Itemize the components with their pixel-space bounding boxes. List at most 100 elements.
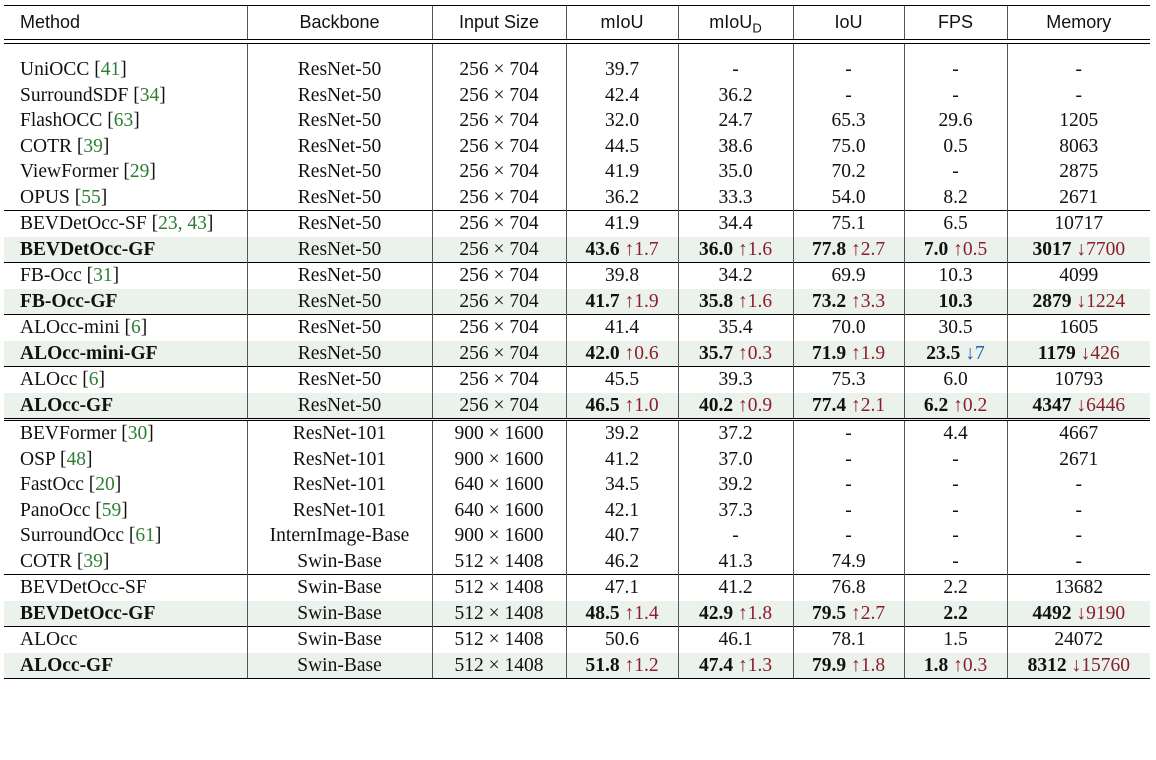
citation-link[interactable]: 29 <box>130 161 150 182</box>
delta-fps: ↑0.5 <box>953 239 987 260</box>
cell-miou: 39.7 <box>566 44 678 83</box>
cell-memory: 4492 ↓9190 <box>1007 601 1150 627</box>
value-memory: 1205 <box>1059 110 1098 131</box>
table-row: BEVDetOcc-SF Swin-Base 512 × 1408 47.1 41.2 7… <box>4 575 1150 601</box>
citation-link[interactable]: 6 <box>131 317 141 338</box>
value-iou: 74.9 <box>831 551 865 572</box>
citation-link[interactable]: 61 <box>135 525 155 546</box>
cell-miou: 42.0 ↑0.6 <box>566 341 678 367</box>
cell-fps: 8.2 <box>904 185 1007 211</box>
value-input: 900 × 1600 <box>455 449 544 470</box>
table-row: PanoOcc [59] ResNet-101 640 × 1600 42.1 37.3… <box>4 498 1150 524</box>
citation: [31] <box>82 265 119 286</box>
value-miou-d: 39.2 <box>718 474 752 495</box>
cell-iou: 73.2 ↑3.3 <box>793 289 904 315</box>
value-miou: 42.4 <box>605 85 639 106</box>
cell-miou-d: 34.2 <box>678 263 793 289</box>
value-miou-d: 37.0 <box>718 449 752 470</box>
value-miou: 40.7 <box>605 525 639 546</box>
cell-fps: 6.2 ↑0.2 <box>904 393 1007 420</box>
value-fps: 8.2 <box>943 187 967 208</box>
cell-method: OPUS [55] <box>4 185 247 211</box>
cell-input: 512 × 1408 <box>432 549 566 575</box>
cell-miou: 50.6 <box>566 627 678 653</box>
cell-memory: 8312 ↓15760 <box>1007 653 1150 679</box>
citation-link[interactable]: 63 <box>114 110 134 131</box>
value-fps: - <box>952 59 959 80</box>
method-name: BEVFormer <box>20 423 116 444</box>
table-row: FlashOCC [63] ResNet-50 256 × 704 32.0 24.7 6… <box>4 108 1150 134</box>
cell-iou: 75.3 <box>793 367 904 393</box>
cell-memory: 1205 <box>1007 108 1150 134</box>
cell-iou: 54.0 <box>793 185 904 211</box>
value-iou: 76.8 <box>831 577 865 598</box>
cell-iou: 75.0 <box>793 134 904 160</box>
citation-link[interactable]: 48 <box>66 449 86 470</box>
cell-miou: 44.5 <box>566 134 678 160</box>
value-input: 900 × 1600 <box>455 525 544 546</box>
cell-fps: - <box>904 83 1007 109</box>
cell-miou: 41.9 <box>566 159 678 185</box>
value-memory: 13682 <box>1054 577 1103 598</box>
delta-miou-d: ↑1.3 <box>738 655 772 676</box>
citation-link[interactable]: 59 <box>102 500 122 521</box>
value-backbone: ResNet-101 <box>293 500 386 521</box>
delta-memory: ↓426 <box>1081 343 1120 364</box>
citation-link[interactable]: 41 <box>101 59 121 80</box>
method-name: SurroundSDF <box>20 85 128 106</box>
value-iou: - <box>845 449 852 470</box>
citation-link[interactable]: 20 <box>95 474 115 495</box>
value-miou-d: 37.2 <box>718 423 752 444</box>
citation-link[interactable]: 23, 43 <box>158 213 207 234</box>
header-miou-d-text: mIoU <box>709 12 752 32</box>
citation-link[interactable]: 39 <box>83 136 103 157</box>
cell-memory: - <box>1007 523 1150 549</box>
cell-fps: - <box>904 159 1007 185</box>
citation: [29] <box>118 161 155 182</box>
method-name: ALOcc-GF <box>20 395 113 416</box>
value-input: 512 × 1408 <box>455 577 544 598</box>
cell-input: 640 × 1600 <box>432 498 566 524</box>
citation-link[interactable]: 31 <box>93 265 113 286</box>
cell-memory: - <box>1007 472 1150 498</box>
cell-iou: 75.1 <box>793 211 904 237</box>
cell-input: 512 × 1408 <box>432 627 566 653</box>
method-name: BEVDetOcc-GF <box>20 239 155 260</box>
value-memory: 24072 <box>1054 629 1103 650</box>
cell-miou-d: - <box>678 44 793 83</box>
value-miou-d: 36.2 <box>718 85 752 106</box>
table-row: BEVFormer [30] ResNet-101 900 × 1600 39.2 37… <box>4 420 1150 447</box>
header-miou-d-subscript: D <box>752 20 761 35</box>
header-iou: IoU <box>793 6 904 40</box>
citation-link[interactable]: 39 <box>83 551 103 572</box>
value-input: 512 × 1408 <box>455 629 544 650</box>
citation: [55] <box>70 187 107 208</box>
citation-link[interactable]: 6 <box>89 369 99 390</box>
citation: [48] <box>55 449 92 470</box>
method-name: SurroundOcc <box>20 525 124 546</box>
citation-link[interactable]: 34 <box>140 85 160 106</box>
value-miou: 41.2 <box>605 449 639 470</box>
value-miou-d: 36.0 <box>699 239 733 260</box>
value-miou: 41.9 <box>605 213 639 234</box>
table-row: COTR [39] ResNet-50 256 × 704 44.5 38.6 75.0 0… <box>4 134 1150 160</box>
cell-miou: 51.8 ↑1.2 <box>566 653 678 679</box>
cell-iou: - <box>793 447 904 473</box>
cell-fps: 6.5 <box>904 211 1007 237</box>
cell-input: 900 × 1600 <box>432 523 566 549</box>
value-backbone: ResNet-50 <box>298 265 381 286</box>
header-memory: Memory <box>1007 6 1150 40</box>
value-miou: 50.6 <box>605 629 639 650</box>
value-backbone: ResNet-50 <box>298 369 381 390</box>
value-memory: 4667 <box>1059 423 1098 444</box>
citation-link[interactable]: 30 <box>128 423 148 444</box>
cell-iou: - <box>793 83 904 109</box>
value-memory: 3017 <box>1032 239 1071 260</box>
value-iou: 79.9 <box>812 655 846 676</box>
value-miou: 46.5 <box>585 395 619 416</box>
citation-link[interactable]: 55 <box>81 187 101 208</box>
method-name: FB-Occ <box>20 265 82 286</box>
value-miou: 47.1 <box>605 577 639 598</box>
method-name: OSP <box>20 449 55 470</box>
value-fps: 23.5 <box>926 343 960 364</box>
